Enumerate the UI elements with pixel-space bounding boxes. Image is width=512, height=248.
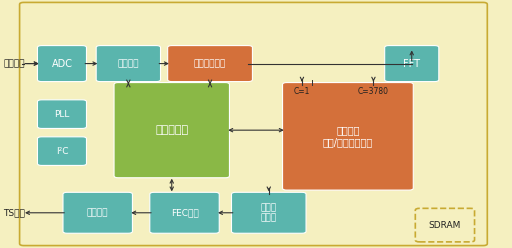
Text: 中央控制器: 中央控制器 — [155, 125, 188, 135]
FancyBboxPatch shape — [385, 46, 439, 82]
Text: 载波恢复: 载波恢复 — [118, 59, 139, 68]
Text: SDRAM: SDRAM — [429, 221, 461, 230]
Text: 输出控制: 输出控制 — [87, 208, 109, 217]
FancyBboxPatch shape — [96, 46, 161, 82]
Text: 解映射
解交织: 解映射 解交织 — [261, 203, 277, 222]
FancyBboxPatch shape — [37, 137, 87, 165]
Text: TS输出: TS输出 — [3, 208, 25, 217]
FancyBboxPatch shape — [63, 192, 133, 233]
FancyBboxPatch shape — [19, 2, 487, 246]
Text: 帧头检测同步: 帧头检测同步 — [194, 59, 226, 68]
FancyBboxPatch shape — [37, 46, 87, 82]
Text: ADC: ADC — [52, 59, 73, 69]
Text: 射频输入: 射频输入 — [3, 59, 25, 68]
FancyBboxPatch shape — [37, 100, 87, 128]
Text: C=1: C=1 — [294, 88, 310, 96]
Text: I²C: I²C — [56, 147, 68, 156]
FancyBboxPatch shape — [150, 192, 219, 233]
FancyBboxPatch shape — [167, 46, 252, 82]
Text: PLL: PLL — [54, 110, 70, 119]
Text: C=3780: C=3780 — [358, 88, 389, 96]
FancyBboxPatch shape — [283, 83, 413, 190]
FancyBboxPatch shape — [231, 192, 306, 233]
Text: FEC译码: FEC译码 — [170, 208, 198, 217]
FancyBboxPatch shape — [114, 83, 229, 178]
Text: FFT: FFT — [403, 59, 420, 69]
Text: 信道估计
时域/频域联合均衡: 信道估计 时域/频域联合均衡 — [323, 125, 373, 147]
